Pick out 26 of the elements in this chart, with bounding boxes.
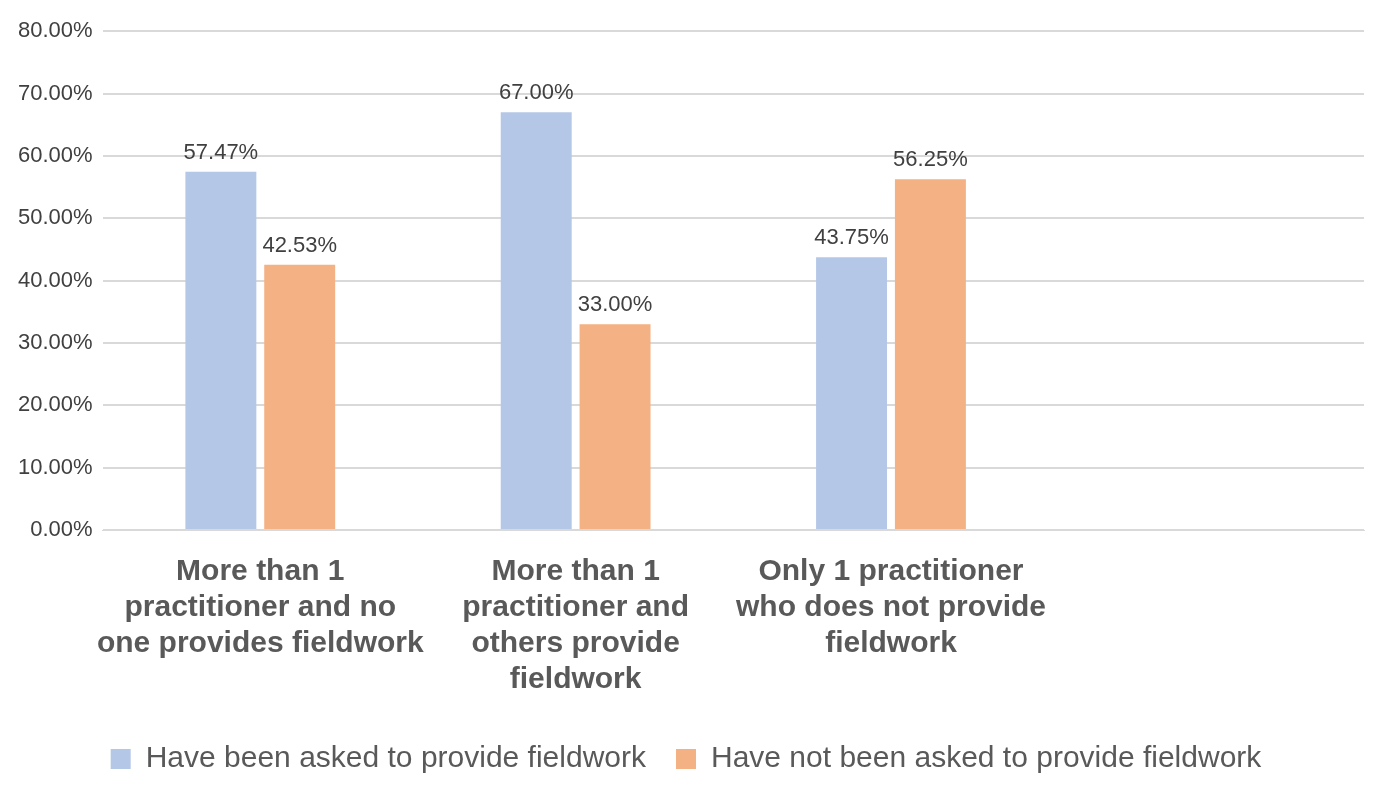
- y-tick-label: 20.00%: [17, 391, 93, 417]
- y-tick-label: 60.00%: [17, 141, 93, 167]
- data-label: 57.47%: [183, 138, 259, 164]
- data-label: 43.75%: [814, 224, 889, 250]
- bar: [816, 257, 888, 529]
- y-tick-label: 0.00%: [30, 516, 93, 542]
- y-tick-label: 80.00%: [17, 17, 93, 43]
- y-tick-label: 30.00%: [17, 329, 93, 355]
- bar: [500, 112, 572, 529]
- y-tick-label: 50.00%: [17, 204, 93, 230]
- data-label: 42.53%: [262, 231, 338, 257]
- x-tick-label: More than 1 practitioner and others provide fieldwork: [462, 553, 689, 695]
- data-label: 33.00%: [577, 291, 653, 317]
- bar: [894, 179, 966, 529]
- bar: [185, 171, 257, 529]
- bar: [579, 324, 651, 529]
- y-tick-label: 10.00%: [17, 453, 93, 479]
- y-tick-label: 40.00%: [17, 266, 93, 292]
- data-label: 67.00%: [498, 79, 574, 105]
- legend-label: Have not been asked to provide fieldwork: [710, 740, 1263, 774]
- x-tick-label: Only 1 practitioner who does not provide fieldwork: [734, 553, 1046, 659]
- x-tick-label: More than 1 practitioner and no one provides fieldwork: [96, 553, 424, 659]
- legend-label: Have been asked to provide fieldwork: [145, 740, 647, 774]
- y-tick-label: 70.00%: [17, 79, 93, 105]
- data-label: 56.25%: [893, 146, 968, 172]
- bar: [264, 264, 336, 529]
